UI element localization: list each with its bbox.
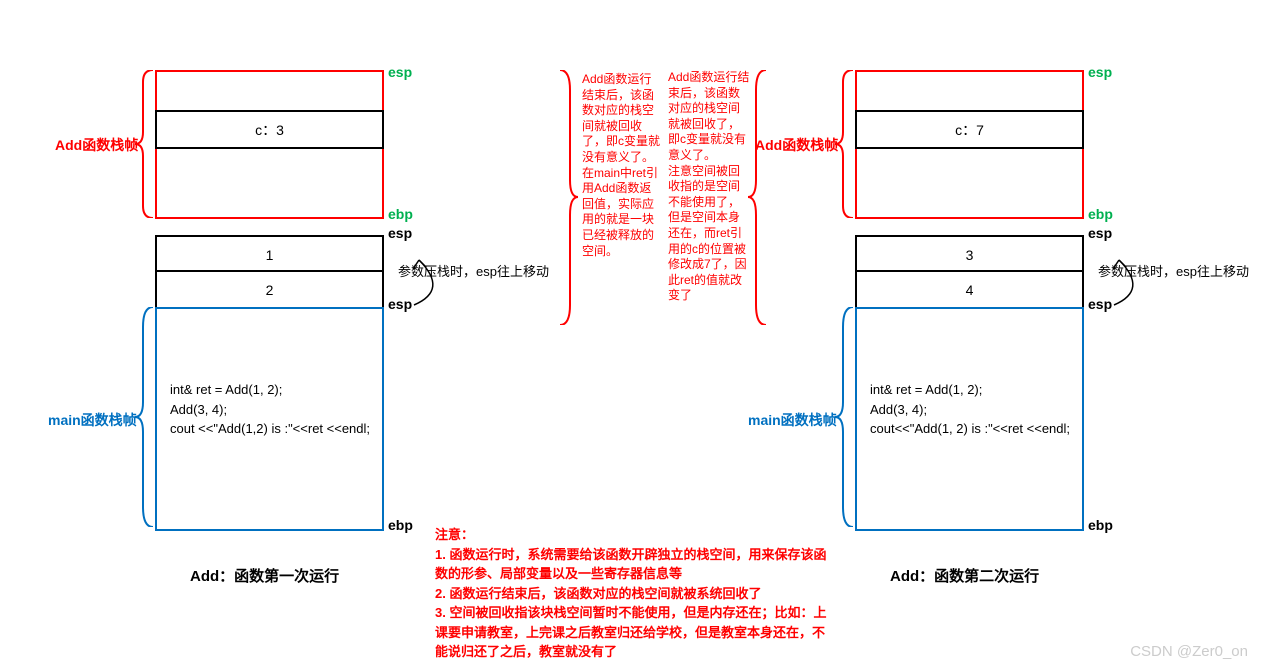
right-param2-cell: 4 xyxy=(855,270,1084,309)
center-text2: Add函数运行结束后，该函数对应的栈空间就被回收了，即c变量就没有意义了。 注意… xyxy=(668,70,750,304)
notes-block: 注意： 1. 函数运行时，系统需要给该函数开辟独立的栈空间，用来保存该函数的形参… xyxy=(435,525,835,662)
center-brace xyxy=(558,70,578,325)
left-add-brace xyxy=(135,70,157,218)
notes-3: 3. 空间被回收指该块栈空间暂时不能使用，但是内存还在；比如：上课要申请教室，上… xyxy=(435,603,835,662)
left-param2: 2 xyxy=(266,282,274,298)
left-param1: 1 xyxy=(266,247,274,263)
right-code: int& ret = Add(1, 2); Add(3, 4); cout<<"… xyxy=(870,380,1080,439)
left-param2-cell: 2 xyxy=(155,270,384,309)
watermark: CSDN @Zer0_on xyxy=(1130,643,1248,660)
right-add-cell: c：7 xyxy=(855,110,1084,149)
left-code: int& ret = Add(1, 2); Add(3, 4); cout <<… xyxy=(170,380,380,439)
right-arrow-note: 参数压栈时，esp往上移动 xyxy=(1098,261,1249,280)
right-ebp-mid: ebp xyxy=(1088,206,1113,222)
left-add-cell-label: c：3 xyxy=(255,120,284,140)
right-add-cell-label: c：7 xyxy=(955,120,984,140)
center-text1: Add函数运行结束后，该函数对应的栈空间就被回收了，即c变量就没有意义了。 在m… xyxy=(582,72,662,259)
left-ebp-bottom: ebp xyxy=(388,517,413,533)
left-main-frame-label: main函数栈帧 xyxy=(48,410,137,430)
notes-title: 注意： xyxy=(435,525,835,545)
right-esp-top: esp xyxy=(1088,64,1112,80)
left-ebp-mid: ebp xyxy=(388,206,413,222)
right-esp-mid: esp xyxy=(1088,225,1112,241)
right-main-brace xyxy=(835,307,857,527)
right-param2: 4 xyxy=(966,282,974,298)
right-caption: Add：函数第二次运行 xyxy=(890,565,1039,586)
right-param1: 3 xyxy=(966,247,974,263)
left-caption: Add：函数第一次运行 xyxy=(190,565,339,586)
right-add-brace xyxy=(835,70,857,218)
left-add-cell: c：3 xyxy=(155,110,384,149)
notes-2: 2. 函数运行结束后，该函数对应的栈空间就被系统回收了 xyxy=(435,584,835,604)
left-esp-mid: esp xyxy=(388,225,412,241)
right-main-frame-label: main函数栈帧 xyxy=(748,410,837,430)
notes-1: 1. 函数运行时，系统需要给该函数开辟独立的栈空间，用来保存该函数的形参、局部变… xyxy=(435,545,835,584)
left-param1-cell: 1 xyxy=(155,235,384,274)
left-arrow-note: 参数压栈时，esp往上移动 xyxy=(398,261,549,280)
right-ebp-bottom: ebp xyxy=(1088,517,1113,533)
right-param1-cell: 3 xyxy=(855,235,1084,274)
left-add-frame-label: Add函数栈帧 xyxy=(55,135,138,155)
right-center-brace xyxy=(748,70,768,325)
left-main-brace xyxy=(135,307,157,527)
left-esp-top: esp xyxy=(388,64,412,80)
